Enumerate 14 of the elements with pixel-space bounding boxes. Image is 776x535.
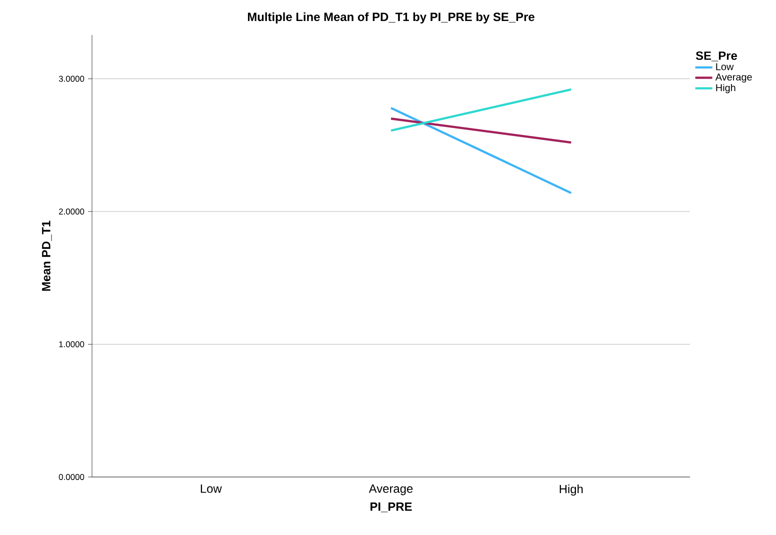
- x-tick-label: Average: [368, 484, 413, 496]
- legend-title: SE_Pre: [696, 51, 737, 62]
- y-tick-label: 2.0000: [59, 208, 84, 215]
- y-tick-label: 0.0000: [58, 474, 84, 480]
- x-axis-title: PI_PRE: [370, 502, 412, 512]
- legend-label: Average: [715, 74, 752, 83]
- x-tick-label: Low: [200, 484, 222, 493]
- y-tick-label: 1.0000: [59, 341, 84, 348]
- y-axis-title: Mean PD_T1: [42, 220, 52, 291]
- x-tick-label: High: [560, 484, 583, 496]
- y-tick-label: 3.0000: [58, 76, 84, 82]
- legend-label: Low: [716, 63, 734, 70]
- legend-label: High: [716, 84, 736, 94]
- chart-title: Multiple Line Mean of PD_T1 by PI_PRE by SE_Pre: [248, 12, 534, 24]
